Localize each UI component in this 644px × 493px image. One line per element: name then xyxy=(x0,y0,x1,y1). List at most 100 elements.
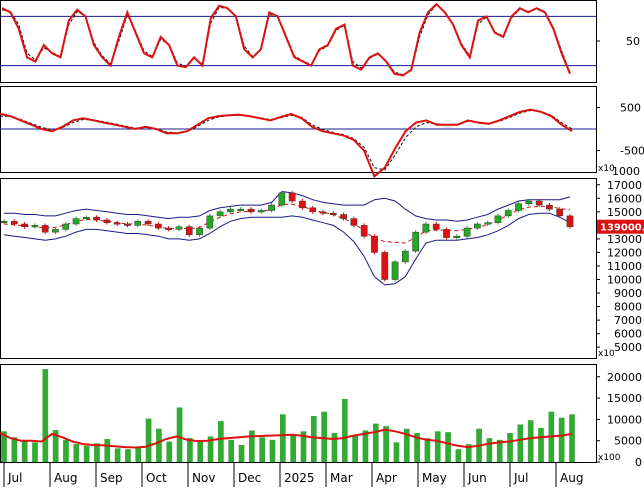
candle-body xyxy=(484,222,492,225)
candle-body xyxy=(319,211,327,214)
bollinger-lower-band xyxy=(3,212,571,286)
candle-body xyxy=(350,218,358,226)
volume-bar xyxy=(187,438,193,462)
volume-bar xyxy=(310,415,317,462)
candle-body xyxy=(474,223,481,229)
volume-bar xyxy=(21,440,28,462)
volume-bar xyxy=(538,427,544,462)
candle-body xyxy=(82,216,90,219)
price-multiplier-label: x10 xyxy=(598,349,615,359)
candle-body xyxy=(391,261,399,280)
candle-body xyxy=(463,227,471,237)
x-axis-label: Aug xyxy=(560,471,583,485)
volume-bar xyxy=(1,431,7,462)
macd-main-line xyxy=(0,108,573,178)
volume-bar xyxy=(455,449,462,462)
volume-bar xyxy=(104,438,111,462)
price-tick-label: 8000 xyxy=(614,301,642,314)
macd-tick-label: -500 xyxy=(620,145,644,158)
candle-body xyxy=(41,225,49,233)
candle-body xyxy=(124,223,131,226)
volume-bar xyxy=(63,439,69,462)
price-tick-label: 7000 xyxy=(614,314,642,327)
volume-bar xyxy=(32,442,38,462)
volume-bar xyxy=(507,433,513,462)
candle-body xyxy=(402,250,409,263)
volume-tick-label: 15000 xyxy=(607,392,642,405)
volume-bar xyxy=(341,398,348,462)
volume-bar xyxy=(125,449,131,462)
volume-bar xyxy=(259,437,266,462)
volume-tick-label: 10000 xyxy=(607,413,642,426)
stoch-main-line xyxy=(1,2,571,77)
candle-body xyxy=(216,211,224,217)
volume-bar xyxy=(445,432,451,462)
candle-body xyxy=(453,235,461,238)
volume-bar xyxy=(218,421,224,462)
price-tick-label: 11000 xyxy=(607,260,642,273)
candle-body xyxy=(329,212,337,215)
candle-body xyxy=(360,225,368,237)
volume-ma-line xyxy=(0,428,573,449)
volume-bar xyxy=(145,418,152,462)
x-axis-label: Dec xyxy=(238,471,261,485)
candle-body xyxy=(288,192,296,202)
bollinger-upper-band xyxy=(4,190,571,222)
candle-body xyxy=(144,221,152,225)
volume-bar xyxy=(279,414,286,462)
candle-body xyxy=(103,219,111,223)
candle-body xyxy=(247,208,255,213)
volume-bar xyxy=(372,423,379,462)
x-axis-label: Aug xyxy=(54,471,77,485)
candle-body xyxy=(299,200,306,209)
candle-body xyxy=(165,227,172,230)
last-price-label: 139000.0 xyxy=(600,223,644,234)
volume-bar xyxy=(73,444,80,462)
candle-body xyxy=(31,225,39,228)
volume-bar xyxy=(176,407,183,462)
x-axis-label: Sep xyxy=(100,471,123,485)
x-axis-label: May xyxy=(422,471,447,485)
volume-bar xyxy=(207,436,214,462)
volume-bar xyxy=(486,438,493,462)
candle-body xyxy=(155,223,162,229)
volume-bar xyxy=(424,438,431,462)
candle-body xyxy=(412,231,419,252)
volume-multiplier-label: x100 xyxy=(598,453,621,463)
candle-body xyxy=(422,223,430,233)
volume-bar xyxy=(83,445,90,462)
x-axis-label: Jul xyxy=(513,471,528,485)
candle-body xyxy=(257,210,265,213)
candle-body xyxy=(309,207,317,213)
price-tick-label: 6000 xyxy=(614,328,642,341)
volume-bar xyxy=(300,431,307,462)
volume-bar xyxy=(166,441,173,462)
price-panel-frame xyxy=(0,178,597,359)
volume-bar xyxy=(393,442,400,462)
volume-bar xyxy=(496,439,503,462)
candle-body xyxy=(535,200,543,206)
candle-body xyxy=(10,221,18,225)
candle-body xyxy=(206,215,214,229)
volume-bar xyxy=(352,435,358,462)
volume-bar xyxy=(269,439,276,462)
x-axis-label: 2025 xyxy=(284,471,315,485)
candle-body xyxy=(62,223,70,230)
volume-bar xyxy=(331,433,338,462)
x-axis-label: Jun xyxy=(467,471,487,485)
volume-bar xyxy=(569,414,575,462)
volume-tick-label: 5000 xyxy=(614,435,642,448)
candle-body xyxy=(494,215,502,223)
macd-tick-label: 500 xyxy=(620,102,641,115)
volume-tick-label: 20000 xyxy=(607,371,642,384)
stoch-tick-label: 50 xyxy=(626,35,640,48)
candle-body xyxy=(381,252,389,280)
x-axis-label: Nov xyxy=(192,471,215,485)
x-axis-label: Apr xyxy=(376,471,397,485)
price-tick-label: 9000 xyxy=(614,287,642,300)
volume-bar xyxy=(249,430,255,462)
price-tick-label: 17000 xyxy=(607,179,642,192)
volume-bar xyxy=(527,420,534,462)
macd-multiplier-label: x10 xyxy=(598,164,615,174)
